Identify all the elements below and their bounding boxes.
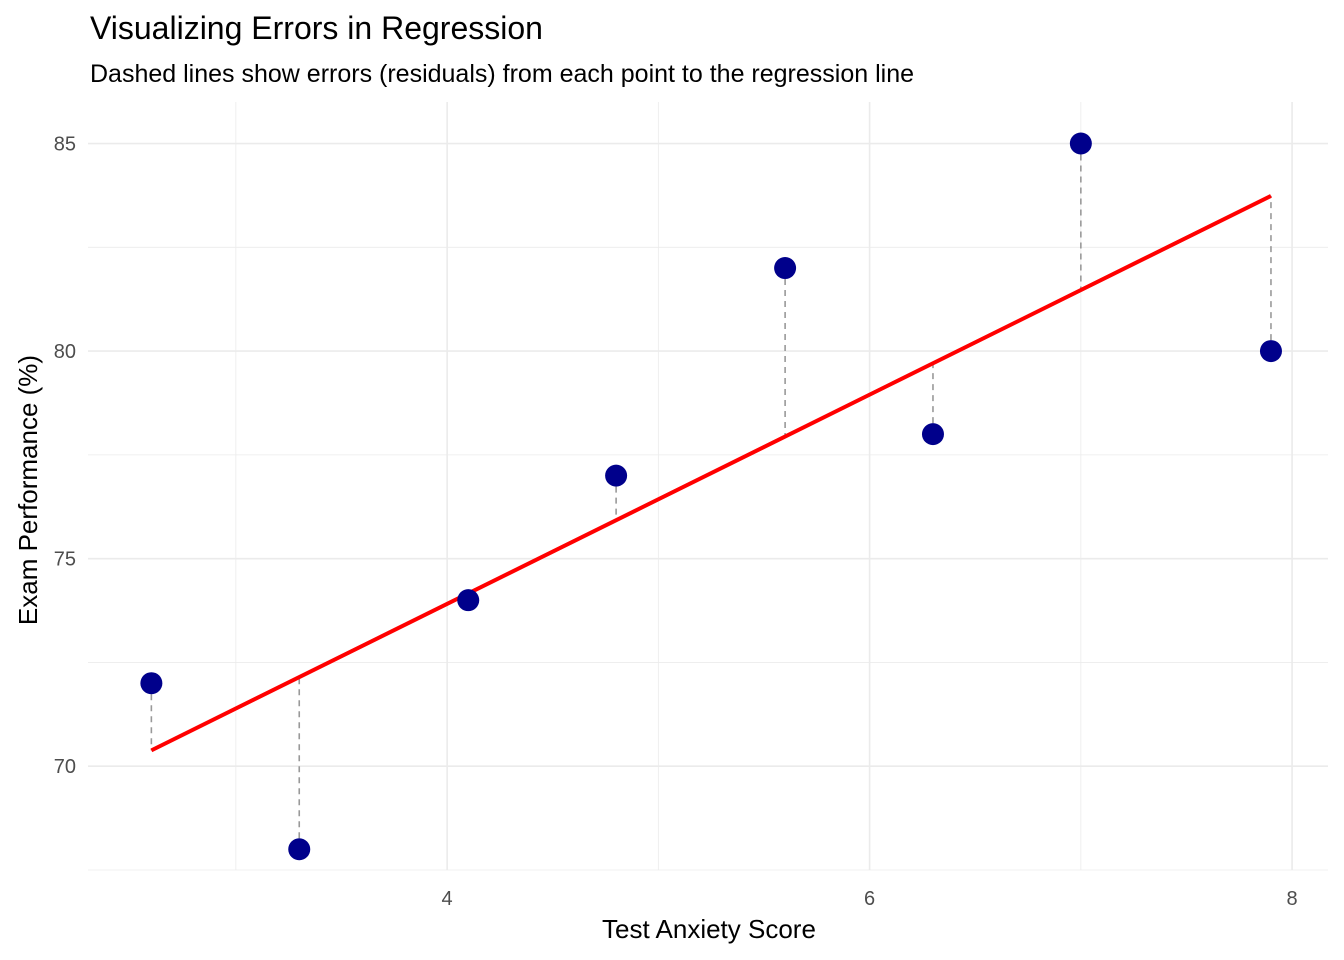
data-point (921, 423, 944, 446)
residual-lines (150, 143, 1272, 850)
x-tick-label: 6 (864, 888, 875, 910)
y-axis-label: Exam Performance (%) (13, 355, 43, 625)
chart-title: Visualizing Errors in Regression (90, 10, 543, 46)
y-tick-labels: 70 75 80 85 (54, 134, 76, 779)
y-tick-label: 70 (54, 756, 76, 778)
data-point (774, 257, 797, 280)
data-point (1259, 340, 1282, 363)
x-axis-label: Test Anxiety Score (602, 914, 816, 944)
data-point (457, 589, 480, 612)
major-gridlines (88, 102, 1328, 870)
x-tick-label: 4 (442, 888, 453, 910)
data-point (288, 838, 311, 861)
data-point (1069, 132, 1092, 155)
y-tick-label: 85 (54, 134, 76, 156)
y-tick-label: 80 (54, 341, 76, 363)
data-points (140, 132, 1282, 861)
regression-line (150, 194, 1272, 753)
x-tick-label: 8 (1287, 888, 1298, 910)
y-tick-label: 75 (54, 549, 76, 571)
data-point (140, 672, 163, 695)
regression-line-group (150, 194, 1272, 753)
data-point (605, 464, 628, 487)
x-tick-labels: 4 6 8 (442, 888, 1298, 910)
minor-gridlines (88, 102, 1328, 871)
chart-subtitle: Dashed lines show errors (residuals) fro… (90, 60, 914, 88)
